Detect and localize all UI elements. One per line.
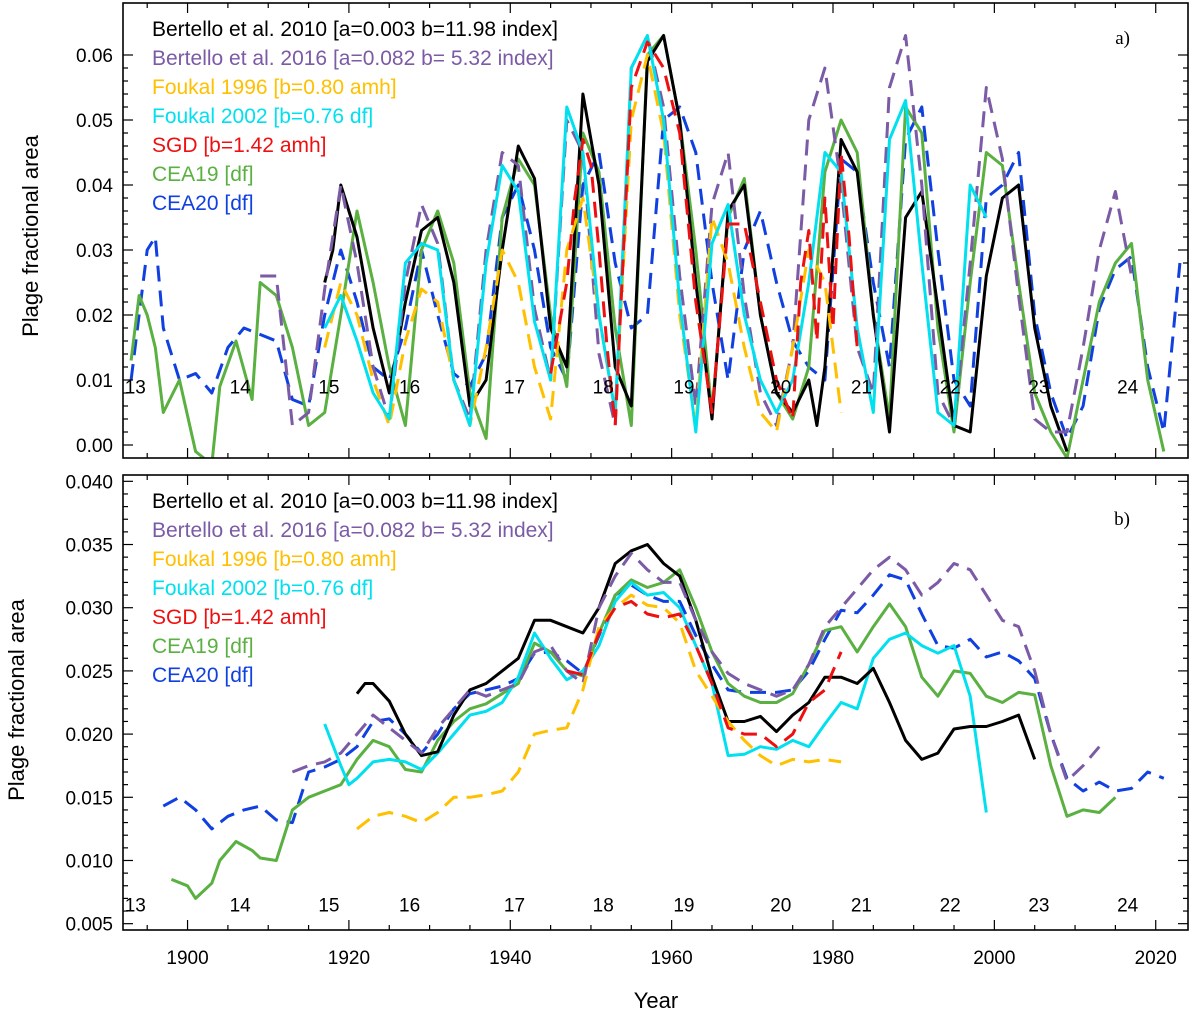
x-tick-label: 2020: [1135, 948, 1177, 969]
panel-b-series-cea19: [170, 568, 1117, 900]
x-tick-label: 1920: [328, 948, 370, 969]
panel-b-ytick-label: 0.040: [65, 472, 113, 493]
x-tick-labels: 1900 1920 1940 1960 1980 2000 2020: [166, 948, 1176, 969]
panel-b-series: [162, 543, 1165, 900]
panel-a-cycle-label: 24: [1117, 378, 1139, 399]
panel-a-cycle-label: 22: [940, 378, 961, 399]
panel-b-legend-entry: Bertello et al. 2016 [a=0.082 b= 5.32 in…: [152, 519, 554, 542]
panel-a-legend-entry: Bertello et al. 2010 [a=0.003 b=11.98 in…: [152, 18, 558, 41]
panel-b-cycle-label: 22: [940, 896, 961, 917]
panel-b-series-bertello-et-al-2016: [291, 551, 1101, 783]
panel-a-ytick-label: 0.04: [76, 176, 113, 197]
panel-b-ticks: 0.005 0.010 0.015 0.020 0.025 0.030 0.035 0.040: [65, 472, 1188, 936]
panel-a-cycle-label: 18: [593, 378, 614, 399]
panel-a-ytick-label: 0.03: [76, 241, 113, 262]
panel-a-ytick-label: 0.06: [76, 46, 113, 67]
panel-b-ytick-label: 0.030: [65, 599, 113, 620]
panel-b-cycle-label: 13: [125, 896, 146, 917]
panel-a-ytick-label: 0.01: [76, 371, 113, 392]
panel-b-series-cea20: [162, 573, 1165, 831]
panel-b-cycle-label: 19: [673, 896, 694, 917]
panel-a-series-foukal-1996: [323, 53, 843, 434]
panel-a-cycle-label: 17: [504, 378, 525, 399]
panel-a-ticks: 0.00 0.01 0.02 0.03 0.04 0.05 0.06: [76, 3, 1188, 458]
panel-a-series-cea19: [129, 34, 1166, 458]
panel-a-ylabel: Plage fractional area: [18, 134, 43, 337]
x-tick-label: 2000: [973, 948, 1015, 969]
panel-b-ytick-label: 0.035: [65, 536, 113, 557]
panel-b-ytick-label: 0.025: [65, 662, 113, 683]
panel-b-legend-entry: CEA19 [df]: [152, 635, 254, 658]
panel-b-cycle-label: 17: [504, 896, 525, 917]
panel-b-cycle-label: 18: [593, 896, 614, 917]
panel-a-legend-entry: Foukal 1996 [b=0.80 amh]: [152, 76, 397, 99]
panel-a-legend-entry: SGD [b=1.42 amh]: [152, 134, 327, 157]
panel-a-ytick-label: 0.02: [76, 306, 113, 327]
panel-b-ytick-label: 0.015: [65, 788, 113, 809]
panel-b-cycle-label: 16: [399, 896, 420, 917]
x-tick-label: 1900: [166, 948, 208, 969]
panel-b-cycle-label: 23: [1028, 896, 1049, 917]
panel-b-legend-entry: SGD [b=1.42 amh]: [152, 606, 327, 629]
panel-b-legend: Bertello et al. 2010 [a=0.003 b=11.98 in…: [152, 490, 558, 687]
panel-a-cycle-label: 13: [125, 378, 146, 399]
panel-b-tag: b): [1114, 509, 1130, 530]
panel-b: 0.005 0.010 0.015 0.020 0.025 0.030 0.035 0.040…: [4, 472, 1189, 936]
panel-b-series-foukal-2002: [323, 580, 988, 813]
panel-b-frame: [122, 474, 1189, 931]
panel-b-legend-entry: Foukal 2002 [b=0.76 df]: [152, 577, 373, 600]
panel-a-cycle-label: 21: [851, 378, 872, 399]
x-tick-label: 1940: [489, 948, 531, 969]
panel-b-ytick-label: 0.010: [65, 851, 113, 872]
panel-b-series-bertello-et-al-2010: [355, 543, 1037, 761]
panel-a-cycle-label: 20: [770, 378, 791, 399]
panel-b-cycle-label: 24: [1117, 896, 1139, 917]
x-axis-label: Year: [634, 988, 678, 1013]
panel-b-series-sgd: [566, 599, 843, 749]
panel-a-cycle-label: 14: [230, 378, 252, 399]
panel-a-legend-entry: CEA19 [df]: [152, 163, 254, 186]
panel-b-cycle-label: 20: [770, 896, 791, 917]
panel-b-ytick-label: 0.020: [65, 725, 113, 746]
panel-b-ylabel: Plage fractional area: [4, 598, 29, 801]
panel-a-cycle-label: 16: [399, 378, 420, 399]
panel-a-series-bertello-et-al-2010: [323, 34, 1069, 453]
panel-a-series-cea20: [129, 105, 1182, 440]
x-tick-label: 1980: [812, 948, 854, 969]
panel-a-legend-entry: Bertello et al. 2016 [a=0.082 b= 5.32 in…: [152, 47, 554, 70]
panel-b-cycle-labels: 13 14 15 16 17 18 19 20 21 22 23 24: [125, 896, 1139, 917]
panel-a-legend-entry: CEA20 [df]: [152, 192, 254, 215]
panel-a-cycle-labels: 13 14 15 16 17 18 19 20 21 22 23 24: [125, 378, 1139, 399]
panel-b-cycle-label: 14: [230, 896, 252, 917]
panel-a-tag: a): [1115, 28, 1130, 49]
x-tick-label: 1960: [650, 948, 692, 969]
panel-a-ytick-label: 0.05: [76, 111, 113, 132]
panel-b-cycle-label: 15: [318, 896, 339, 917]
panel-a-series: [129, 34, 1182, 458]
panel-b-legend-entry: CEA20 [df]: [152, 664, 254, 687]
panel-b-cycle-label: 21: [851, 896, 872, 917]
panel-a-frame: [122, 2, 1189, 459]
panel-a-series-foukal-2002: [323, 34, 988, 434]
panel-b-series-foukal-1996: [356, 593, 842, 831]
panel-a-ytick-label: 0.00: [76, 436, 113, 457]
panel-a: 0.000.010.020.030.040.050.06 13 14 15 16 17 1…: [18, 2, 1189, 459]
panel-b-ytick-label: 0.005: [65, 915, 113, 936]
panel-b-legend-entry: Bertello et al. 2010 [a=0.003 b=11.98 in…: [152, 490, 558, 513]
panel-a-series-sgd: [549, 40, 859, 427]
panel-a-cycle-label: 19: [673, 378, 694, 399]
panel-a-cycle-label: 23: [1028, 378, 1049, 399]
panel-a-legend: Bertello et al. 2010 [a=0.003 b=11.98 in…: [152, 18, 558, 215]
panel-a-legend-entry: Foukal 2002 [b=0.76 df]: [152, 105, 373, 128]
panel-b-legend-entry: Foukal 1996 [b=0.80 amh]: [152, 548, 397, 571]
panel-a-cycle-label: 15: [318, 378, 339, 399]
panel-a-series-bertello-et-al-2016: [260, 34, 1133, 434]
